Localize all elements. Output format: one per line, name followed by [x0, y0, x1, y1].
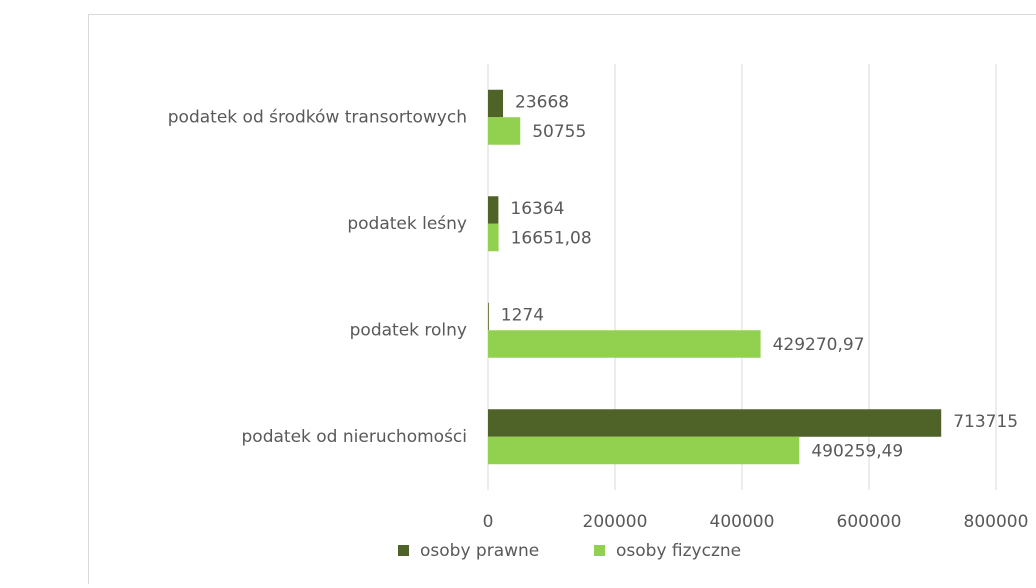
data-label: 429270,97	[773, 335, 865, 355]
x-tick-label: 400000	[710, 512, 775, 532]
y-tick-label: podatek od nieruchomości	[242, 427, 468, 447]
legend-label: osoby fizyczne	[616, 541, 741, 561]
data-label: 23668	[515, 93, 569, 113]
legend-swatch	[398, 545, 409, 556]
x-tick-label: 0	[483, 512, 494, 532]
x-tick-label: 200000	[583, 512, 648, 532]
bar	[488, 90, 503, 118]
bar	[488, 437, 799, 465]
data-label: 1274	[501, 306, 544, 326]
y-tick-label: podatek rolny	[350, 320, 467, 340]
data-label: 16364	[510, 199, 564, 219]
bar	[488, 224, 499, 252]
bar	[488, 409, 941, 437]
y-tick-label: podatek leśny	[347, 214, 467, 234]
bar	[488, 196, 498, 224]
bar	[488, 303, 489, 331]
x-tick-label: 600000	[837, 512, 902, 532]
y-tick-label: podatek od środków transortowych	[168, 107, 467, 127]
data-label: 713715	[953, 412, 1018, 432]
bar	[488, 117, 520, 145]
data-label: 490259,49	[811, 442, 903, 462]
data-label: 50755	[532, 122, 586, 142]
legend-swatch	[594, 545, 605, 556]
data-label: 16651,08	[511, 229, 592, 249]
bar	[488, 330, 761, 358]
x-tick-label: 800000	[964, 512, 1029, 532]
legend-label: osoby prawne	[420, 541, 539, 561]
